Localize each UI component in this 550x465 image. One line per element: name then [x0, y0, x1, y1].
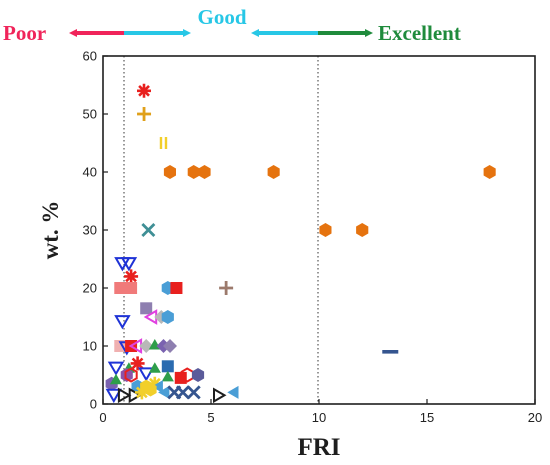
data-point	[107, 361, 125, 376]
data-point	[219, 281, 234, 295]
y-tick-label: 60	[83, 49, 97, 64]
data-point	[137, 367, 155, 382]
data-point	[163, 339, 177, 353]
data-point	[170, 282, 183, 294]
data-point	[186, 385, 201, 400]
data-point	[187, 165, 200, 179]
y-axis-title: wt. %	[38, 201, 63, 260]
poor-label: Poor	[3, 21, 46, 45]
data-point	[125, 282, 138, 294]
data-point	[147, 376, 162, 391]
x-axis-title: FRI	[297, 434, 340, 461]
data-point	[144, 382, 157, 397]
data-point	[114, 315, 131, 330]
data-point	[159, 137, 168, 149]
data-point	[114, 282, 127, 294]
data-point	[227, 385, 239, 399]
data-point	[163, 165, 176, 179]
y-tick-label: 20	[83, 281, 97, 296]
data-point	[192, 368, 205, 382]
data-point	[356, 223, 369, 237]
data-point	[161, 360, 174, 373]
x-tick-label: 20	[528, 410, 542, 425]
data-point	[134, 385, 149, 400]
data-point	[161, 310, 174, 324]
data-point	[198, 165, 211, 179]
data-point	[140, 302, 153, 315]
data-point	[267, 165, 280, 179]
data-points	[105, 83, 496, 404]
x-tick-label: 5	[207, 410, 214, 425]
data-point	[213, 387, 227, 404]
x-tick-label: 0	[99, 410, 106, 425]
y-tick-label: 50	[83, 107, 97, 122]
data-point	[124, 367, 138, 383]
data-point	[109, 373, 122, 385]
y-tick-label: 10	[83, 339, 97, 354]
y-axis: 0 10 20 30 40 50 60	[83, 49, 108, 412]
x-axis: 0 5 10 15 20	[99, 399, 542, 425]
data-point	[151, 380, 163, 394]
data-point	[130, 356, 145, 371]
data-point	[105, 388, 123, 404]
data-point	[124, 269, 139, 284]
y-tick-label: 30	[83, 223, 97, 238]
y-tick-label: 0	[90, 397, 97, 412]
data-point	[137, 83, 151, 98]
data-point	[175, 385, 190, 400]
data-point	[382, 350, 399, 354]
data-point	[137, 107, 152, 121]
data-point	[158, 385, 170, 399]
plot-frame	[102, 55, 536, 405]
x-tick-label: 15	[420, 410, 434, 425]
x-tick-label: 10	[312, 410, 326, 425]
data-point	[120, 368, 133, 382]
plot-area	[123, 56, 319, 404]
data-point	[141, 223, 156, 237]
excellent-label: Excellent	[378, 21, 461, 45]
good-label: Good	[197, 5, 246, 29]
data-point	[117, 387, 132, 404]
data-point	[161, 370, 174, 382]
y-tick-label: 40	[83, 165, 97, 180]
data-point	[483, 165, 496, 179]
data-point	[148, 362, 161, 373]
data-point	[120, 257, 138, 272]
quality-banner: Poor Good Excellent	[3, 5, 461, 45]
data-point	[319, 223, 332, 237]
